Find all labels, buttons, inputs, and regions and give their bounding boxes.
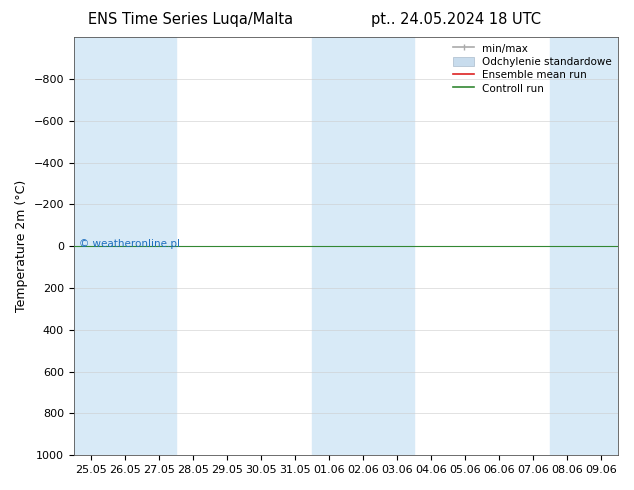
Y-axis label: Temperature 2m (°C): Temperature 2m (°C) [15, 180, 28, 312]
Text: © weatheronline.pl: © weatheronline.pl [79, 239, 180, 249]
Text: ENS Time Series Luqa/Malta: ENS Time Series Luqa/Malta [87, 12, 293, 27]
Bar [312, 37, 414, 455]
Bar [550, 37, 619, 455]
Bar [74, 37, 176, 455]
Legend: min/max, Odchylenie standardowe, Ensemble mean run, Controll run: min/max, Odchylenie standardowe, Ensembl… [449, 39, 616, 98]
Text: pt.. 24.05.2024 18 UTC: pt.. 24.05.2024 18 UTC [372, 12, 541, 27]
